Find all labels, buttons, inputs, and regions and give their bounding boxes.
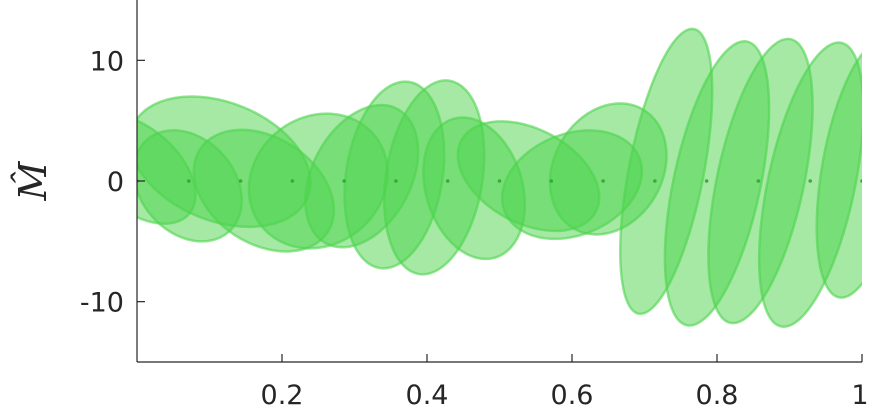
center-point-6 (445, 179, 450, 183)
center-point-8 (549, 179, 554, 183)
x-tick-label-1: 0.4 (406, 380, 449, 411)
center-point-12 (756, 179, 761, 183)
y-tick-label-0: -10 (80, 288, 124, 319)
ellipses-layer (137, 27, 862, 328)
center-point-1 (186, 179, 191, 183)
center-point-3 (290, 179, 295, 183)
center-point-13 (808, 179, 813, 183)
y-ticks: -10 0 10 (80, 46, 145, 319)
x-tick-label-3: 0.8 (696, 380, 739, 411)
x-tick-label-2: 0.6 (551, 380, 594, 411)
y-axis-label: M̂ (11, 160, 55, 201)
y-tick-label-1: 0 (107, 167, 124, 198)
x-tick-label-4: 1 (851, 380, 868, 411)
center-point-7 (497, 179, 502, 183)
center-point-4 (342, 179, 346, 183)
center-point-2 (238, 179, 243, 183)
x-ticks: 0.2 0.4 0.6 0.8 1 (261, 354, 869, 411)
ellipse-16 (815, 38, 862, 299)
center-point-10 (653, 179, 657, 183)
center-point-9 (601, 179, 605, 183)
x-tick-label-0: 0.2 (261, 380, 304, 411)
y-tick-label-2: 10 (90, 46, 124, 77)
center-point-14 (860, 179, 862, 183)
center-point-11 (704, 179, 709, 183)
center-point-5 (394, 179, 398, 183)
